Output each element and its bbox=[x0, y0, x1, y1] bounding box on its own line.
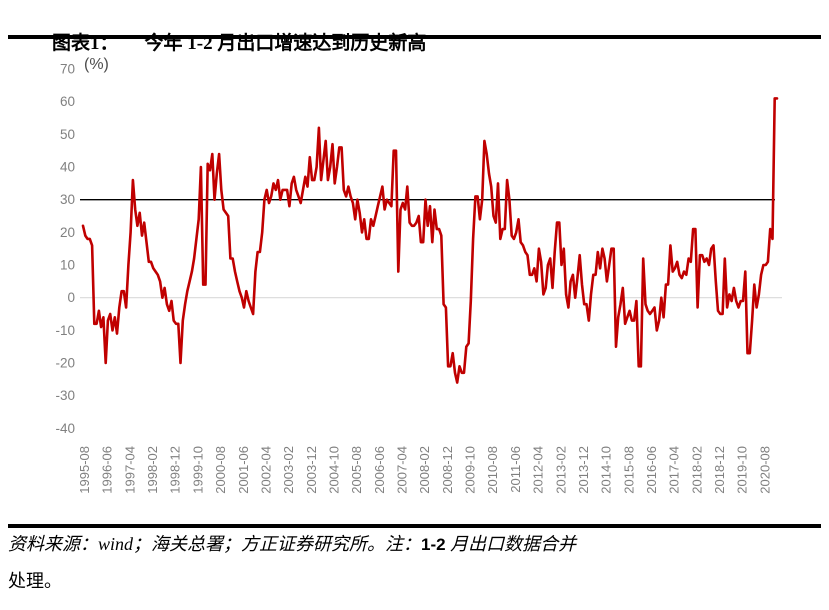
x-axis-tick-label-group: 2001-06 bbox=[236, 446, 251, 494]
x-axis-tick-label-group: 2018-02 bbox=[689, 446, 704, 494]
top-divider bbox=[8, 35, 821, 39]
y-axis-tick-label: -40 bbox=[55, 421, 75, 436]
x-axis-tick-label-group: 2005-08 bbox=[349, 446, 364, 494]
x-axis-tick-label-group: 2010-08 bbox=[485, 446, 500, 494]
y-axis-tick-label: 50 bbox=[60, 127, 75, 142]
x-axis-tick-label-group: 2009-10 bbox=[463, 446, 478, 494]
x-axis-tick-label: 2010-08 bbox=[485, 446, 500, 494]
y-axis-tick-label: 60 bbox=[60, 94, 75, 109]
x-axis-tick-label: 1997-04 bbox=[122, 446, 137, 494]
y-axis-tick-label: -20 bbox=[55, 356, 75, 371]
x-axis-tick-label: 2009-10 bbox=[463, 446, 478, 494]
x-axis-tick-label: 1998-12 bbox=[168, 446, 183, 494]
x-axis-tick-label: 2012-04 bbox=[531, 446, 546, 494]
x-axis-tick-label-group: 2007-04 bbox=[395, 446, 410, 494]
source-note-line2: 处理。 bbox=[8, 571, 62, 591]
x-axis-tick-label-group: 2003-02 bbox=[281, 446, 296, 494]
x-axis-tick-label: 2006-06 bbox=[372, 446, 387, 494]
y-axis-tick-label: -30 bbox=[55, 388, 75, 403]
x-axis-tick-label-group: 2008-02 bbox=[417, 446, 432, 494]
source-note-prefix: 资料来源：wind；海关总署；方正证券研究所。注： bbox=[8, 534, 422, 554]
x-axis-tick-label: 2008-02 bbox=[417, 446, 432, 494]
x-axis-tick-label-group: 2015-08 bbox=[621, 446, 636, 494]
x-axis-tick-label: 2000-08 bbox=[213, 446, 228, 494]
x-axis-tick-label-group: 1998-02 bbox=[145, 446, 160, 494]
x-axis-tick-label: 2018-02 bbox=[689, 446, 704, 494]
y-axis-tick-label: 20 bbox=[60, 225, 75, 240]
x-axis-tick-label-group: 1998-12 bbox=[168, 446, 183, 494]
x-axis-tick-label: 2018-12 bbox=[712, 446, 727, 494]
x-axis-tick-label-group: 2017-04 bbox=[667, 446, 682, 494]
y-axis-tick-label: 40 bbox=[60, 160, 75, 175]
x-axis-tick-label: 2007-04 bbox=[395, 446, 410, 494]
y-axis-tick-label: -10 bbox=[55, 323, 75, 338]
x-axis-tick-label-group: 1996-06 bbox=[100, 446, 115, 494]
x-axis-tick-label-group: 2004-10 bbox=[327, 446, 342, 494]
x-axis-tick-label: 2015-08 bbox=[621, 446, 636, 494]
x-axis-tick-label: 2013-02 bbox=[553, 446, 568, 494]
y-axis-tick-label: 70 bbox=[60, 62, 75, 77]
x-axis-tick-label-group: 2003-12 bbox=[304, 446, 319, 494]
x-axis-tick-label: 2017-04 bbox=[667, 446, 682, 494]
x-axis-tick-label-group: 2014-10 bbox=[599, 446, 614, 494]
x-axis-tick-label-group: 2008-12 bbox=[440, 446, 455, 494]
x-axis-tick-label: 2008-12 bbox=[440, 446, 455, 494]
x-axis-tick-label: 1999-10 bbox=[190, 446, 205, 494]
x-axis-tick-label-group: 2013-02 bbox=[553, 446, 568, 494]
y-axis-tick-label: 10 bbox=[60, 258, 75, 273]
x-axis-tick-label: 2020-08 bbox=[757, 446, 772, 494]
x-axis-tick-label: 2019-10 bbox=[735, 446, 750, 494]
x-axis-tick-label: 2004-10 bbox=[327, 446, 342, 494]
x-axis-tick-label: 2013-12 bbox=[576, 446, 591, 494]
x-axis-tick-label: 2011-06 bbox=[508, 446, 523, 493]
x-axis-tick-label: 2014-10 bbox=[599, 446, 614, 494]
x-axis-tick-label-group: 1997-04 bbox=[122, 446, 137, 494]
x-axis-tick-label-group: 2002-04 bbox=[258, 446, 273, 494]
source-note-suffix: 月出口数据合并 bbox=[445, 534, 577, 554]
x-axis-tick-label-group: 2013-12 bbox=[576, 446, 591, 494]
x-axis-tick-label: 2003-02 bbox=[281, 446, 296, 494]
source-note-bold-fragment: 1-2 bbox=[421, 535, 446, 554]
x-axis-tick-label-group: 2019-10 bbox=[735, 446, 750, 494]
x-axis-tick-label: 2003-12 bbox=[304, 446, 319, 494]
y-axis-unit-label: (%) bbox=[84, 56, 109, 73]
x-axis-tick-label-group: 1995-08 bbox=[77, 446, 92, 494]
x-axis-tick-label: 2002-04 bbox=[258, 446, 273, 494]
x-axis-tick-label: 1995-08 bbox=[77, 446, 92, 494]
x-axis-tick-label-group: 2011-06 bbox=[508, 446, 523, 493]
x-axis-tick-label-group: 2006-06 bbox=[372, 446, 387, 494]
y-axis-tick-label: 0 bbox=[67, 290, 75, 305]
bottom-divider bbox=[8, 524, 821, 528]
x-axis-tick-label: 1996-06 bbox=[100, 446, 115, 494]
y-axis-tick-label: 30 bbox=[60, 192, 75, 207]
x-axis-tick-label-group: 2018-12 bbox=[712, 446, 727, 494]
x-axis-tick-label: 2016-06 bbox=[644, 446, 659, 494]
x-axis-tick-label-group: 2000-08 bbox=[213, 446, 228, 494]
export-yoy-line-series bbox=[81, 97, 779, 384]
x-axis-tick-label-group: 2020-08 bbox=[757, 446, 772, 494]
source-note-line1: 资料来源：wind；海关总署；方正证券研究所。注：1-2 月出口数据合并 bbox=[8, 530, 821, 556]
x-axis-tick-label-group: 1999-10 bbox=[190, 446, 205, 494]
x-axis-tick-label: 2001-06 bbox=[236, 446, 251, 494]
x-axis-tick-label: 1998-02 bbox=[145, 446, 160, 494]
x-axis-tick-label-group: 2012-04 bbox=[531, 446, 546, 494]
x-axis-tick-label: 2005-08 bbox=[349, 446, 364, 494]
x-axis-tick-label-group: 2016-06 bbox=[644, 446, 659, 494]
